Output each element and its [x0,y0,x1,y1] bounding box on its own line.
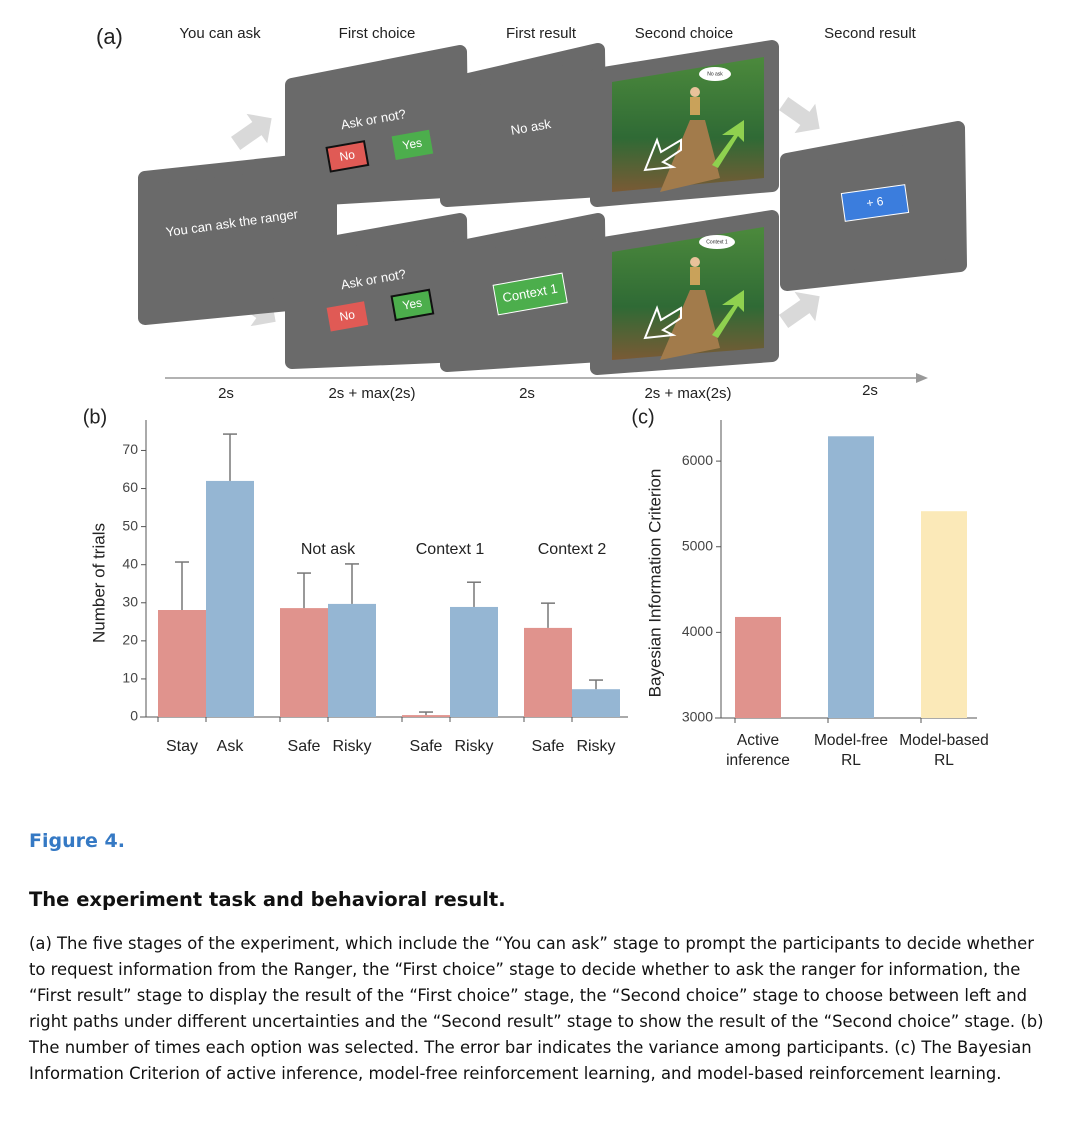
y-tick-label: 10 [122,670,138,686]
flow-arrow [231,113,272,151]
bar [735,616,781,718]
y-tick-label: 60 [122,479,138,495]
stage-label: First result [506,25,577,42]
option-text: No [338,307,356,324]
ranger [690,257,700,267]
y-tick-label: 40 [122,555,138,571]
bar [524,627,572,717]
bar [206,480,254,717]
x-tick-label: Risky [576,738,615,755]
y-tick-label: 5000 [682,537,713,553]
y-tick-label: 50 [122,517,138,533]
ranger [690,267,700,285]
flow-arrow [779,96,820,134]
timing-label: 2s [218,385,234,402]
screen [285,213,469,369]
bar [921,511,967,718]
y-tick-label: 0 [130,708,138,724]
scene-arrow [712,120,744,168]
scene-path [660,120,720,192]
x-tick-label: Risky [332,738,371,755]
reward-box [840,184,910,222]
bar [450,606,498,717]
timing-label: 2s [519,385,535,402]
stage-label: You can ask [179,25,261,42]
x-tick-label: inference [726,752,790,769]
group-label: Not ask [301,541,356,558]
option-text: Yes [401,136,423,153]
bar [280,608,328,717]
scene-arrow [643,137,682,172]
screen-text: + 6 [865,194,884,210]
y-axis-label: Bayesian Information Criterion [645,469,664,698]
y-tick-label: 3000 [682,709,713,725]
scene-path [660,290,720,360]
option-text: Yes [401,296,423,313]
bar [158,610,206,717]
stage-label: First choice [339,25,416,42]
option-box [390,288,435,322]
bubble-text: No ask [707,71,723,77]
screen-text: No ask [510,116,553,138]
option-box [325,140,370,173]
bar [328,603,376,717]
panel-label: (b) [83,406,107,428]
x-tick-label: Risky [454,738,493,755]
y-axis-label: Number of trials [89,523,108,643]
y-tick-label: 30 [122,593,138,609]
ranger [690,87,700,97]
x-tick-label: Safe [288,738,321,755]
stage-label: Second result [824,25,917,42]
group-label: Context 2 [538,541,607,558]
figure: (a) You can ask First choice First resul… [83,24,989,769]
option-box [391,129,434,161]
group-label: Context 1 [416,541,485,558]
figure-caption: (a) The five stages of the experiment, w… [29,934,1044,1083]
x-tick-label: Model-free [814,732,888,749]
bar [828,436,874,718]
y-tick-label: 20 [122,632,138,648]
timing-label: 2s + max(2s) [644,385,731,402]
bubble-text: Context 1 [706,239,728,245]
option-text: No [338,147,356,164]
x-tick-label: Stay [166,738,198,755]
stage-label: Second choice [635,25,733,42]
scene-arrow [643,305,682,340]
y-tick-label: 6000 [682,452,713,468]
x-tick-label: Safe [410,738,443,755]
timeline-arrowhead [916,373,928,383]
ranger [690,97,700,115]
figure-title: The experiment task and behavioral resul… [29,888,506,911]
speech-bubble [699,235,735,249]
timing-label: 2s + max(2s) [328,385,415,402]
option-box [326,301,369,332]
panel-label: (c) [631,406,654,428]
flow-arrow [779,291,820,329]
scene-arrow [712,290,744,338]
x-tick-label: Ask [217,738,245,755]
y-tick-label: 70 [122,441,138,457]
x-tick-label: Safe [532,738,565,755]
timing-label: 2s [862,382,878,399]
bar [402,715,450,717]
x-tick-label: RL [934,752,954,769]
context-box [492,272,568,316]
panel-label: (a) [96,24,123,49]
y-tick-label: 4000 [682,623,713,639]
bar [572,689,620,717]
speech-bubble [699,67,731,81]
figure-number: Figure 4. [29,830,125,852]
x-tick-label: Active [737,732,779,749]
x-tick-label: RL [841,752,861,769]
x-tick-label: Model-based [899,732,989,749]
